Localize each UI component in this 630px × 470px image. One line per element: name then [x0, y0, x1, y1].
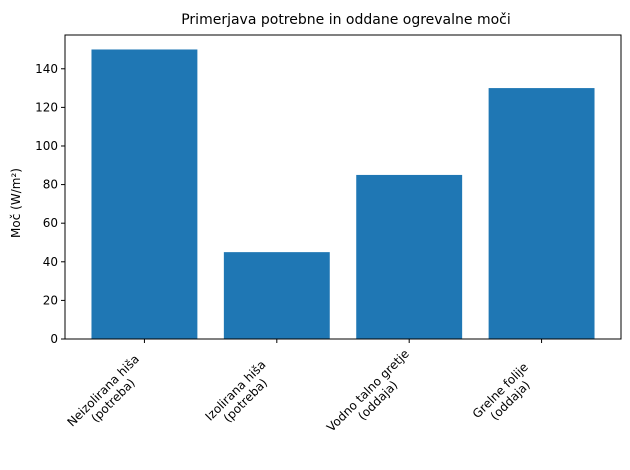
- y-axis-label: Moč (W/m²): [9, 168, 23, 238]
- x-ticks-group: Neizolirana hiša(potreba) Izolirana hiša(…: [64, 339, 543, 435]
- y-tick-label-4: 80: [43, 178, 58, 192]
- bar-3: [488, 88, 595, 339]
- plot-frame: [64, 34, 622, 340]
- y-tick-label-6: 120: [35, 100, 58, 114]
- chart-title: Primerjava potrebne in oddane ogrevalne …: [181, 12, 511, 28]
- y-tick-label-7: 140: [35, 62, 58, 76]
- y-tick-label-0: 0: [50, 332, 58, 346]
- y-tick-label-3: 60: [43, 216, 58, 230]
- y-tick-label-2: 40: [43, 255, 58, 269]
- y-tick-label-5: 100: [35, 139, 58, 153]
- x-tick-label-0: Neizolirana hiša(potreba): [64, 352, 142, 430]
- bar-1: [223, 252, 330, 339]
- bar-2: [356, 174, 463, 339]
- x-tick-label-1: Izolirana hiša(potreba): [203, 358, 271, 426]
- x-tick-label-2: Vodno talno gretje(oddaja): [324, 347, 412, 435]
- bar-0: [91, 49, 198, 339]
- y-ticks-group: 0 20 40 60 80 100 120 140: [35, 62, 65, 346]
- x-tick-label-line: Vodno talno gretje: [324, 347, 412, 435]
- bars-group: [91, 49, 595, 339]
- y-tick-label-1: 20: [43, 293, 58, 307]
- x-tick-label-3: Grelne folije(oddaja): [470, 360, 533, 423]
